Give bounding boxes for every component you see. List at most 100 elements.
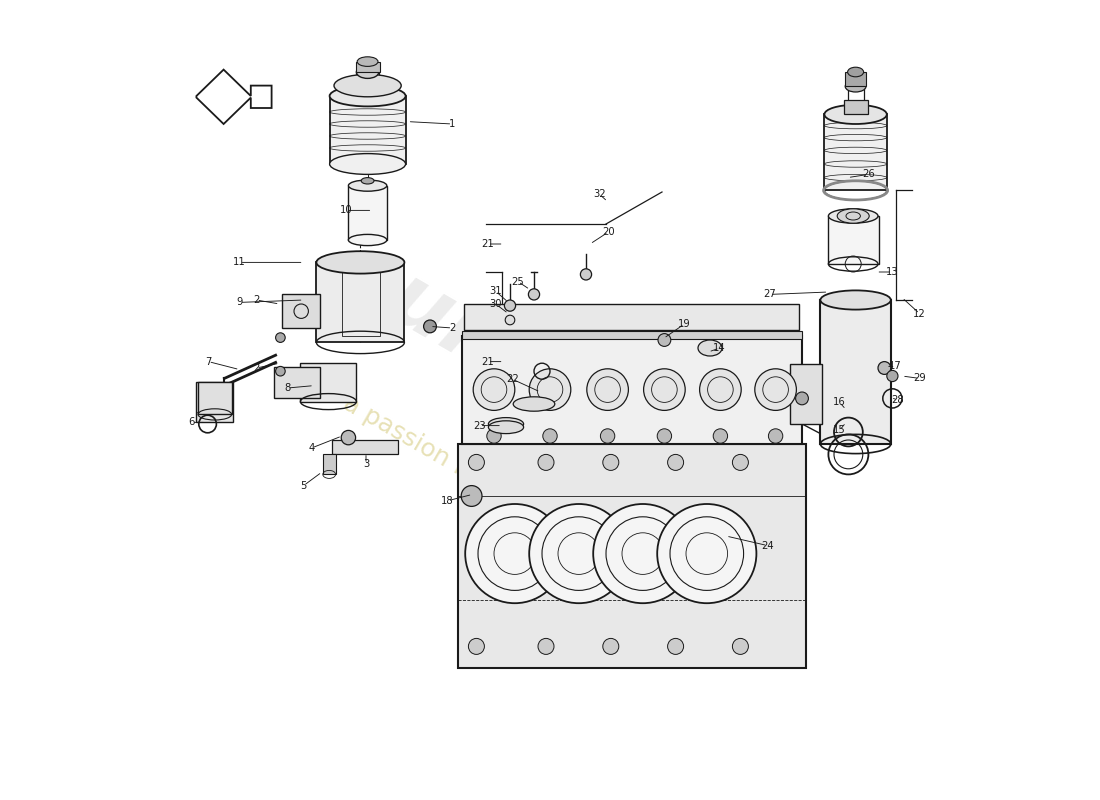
Circle shape: [644, 369, 685, 410]
Text: 21: 21: [481, 357, 494, 366]
Bar: [322, 454, 335, 474]
Ellipse shape: [828, 209, 878, 223]
Circle shape: [465, 504, 564, 603]
Circle shape: [887, 370, 898, 382]
Ellipse shape: [848, 67, 864, 77]
Text: a passion for performance since 1985: a passion for performance since 1985: [339, 391, 761, 649]
Circle shape: [538, 638, 554, 654]
Circle shape: [713, 429, 727, 443]
Bar: [824, 114, 887, 190]
Circle shape: [528, 289, 540, 300]
Circle shape: [878, 362, 891, 374]
Circle shape: [276, 333, 285, 342]
Circle shape: [769, 429, 783, 443]
Ellipse shape: [349, 234, 387, 246]
Text: 21: 21: [481, 239, 494, 249]
Text: 15: 15: [833, 426, 846, 435]
Bar: [828, 216, 879, 264]
Ellipse shape: [514, 397, 554, 411]
Circle shape: [586, 369, 628, 410]
Text: 1: 1: [449, 119, 455, 129]
Bar: [282, 294, 320, 328]
Circle shape: [593, 504, 692, 603]
Bar: [198, 382, 232, 414]
Circle shape: [424, 320, 437, 333]
Text: 24: 24: [761, 541, 774, 550]
Text: 4: 4: [308, 443, 315, 453]
Bar: [332, 440, 398, 454]
Circle shape: [733, 638, 748, 654]
Ellipse shape: [361, 178, 374, 184]
Bar: [462, 336, 802, 444]
Bar: [821, 300, 891, 444]
Circle shape: [461, 486, 482, 506]
Bar: [274, 367, 320, 398]
Circle shape: [505, 300, 516, 311]
Ellipse shape: [845, 81, 866, 92]
Text: 10: 10: [340, 206, 352, 215]
Text: 18: 18: [441, 496, 454, 506]
Circle shape: [700, 369, 741, 410]
Bar: [330, 96, 406, 164]
Text: 6: 6: [188, 418, 195, 427]
Bar: [300, 363, 356, 402]
Text: 5: 5: [300, 481, 307, 490]
Circle shape: [276, 366, 285, 376]
Circle shape: [657, 504, 757, 603]
Text: 23: 23: [473, 421, 486, 430]
Circle shape: [668, 454, 683, 470]
Text: 26: 26: [862, 170, 874, 179]
Ellipse shape: [488, 418, 524, 430]
Circle shape: [603, 454, 619, 470]
Ellipse shape: [334, 74, 402, 97]
Bar: [462, 331, 802, 339]
Ellipse shape: [821, 290, 891, 310]
Circle shape: [529, 504, 628, 603]
Text: europarts: europarts: [323, 229, 777, 539]
Text: 12: 12: [913, 309, 926, 318]
Text: 16: 16: [833, 398, 846, 407]
Circle shape: [469, 638, 484, 654]
Bar: [464, 304, 799, 330]
Circle shape: [668, 638, 683, 654]
Circle shape: [657, 429, 672, 443]
Circle shape: [601, 429, 615, 443]
Circle shape: [487, 429, 502, 443]
Text: 2: 2: [253, 295, 260, 305]
Circle shape: [529, 369, 571, 410]
Text: 3: 3: [363, 459, 370, 469]
Text: 29: 29: [913, 374, 926, 383]
Text: 2: 2: [449, 323, 455, 333]
Circle shape: [505, 315, 515, 325]
Bar: [317, 262, 405, 342]
Circle shape: [341, 430, 355, 445]
Ellipse shape: [824, 105, 887, 124]
Text: 31: 31: [490, 286, 502, 296]
Circle shape: [795, 392, 808, 405]
Text: 19: 19: [678, 319, 691, 329]
Polygon shape: [458, 444, 806, 668]
Bar: [349, 186, 387, 240]
Text: 32: 32: [593, 190, 606, 199]
Ellipse shape: [837, 209, 869, 223]
Text: 17: 17: [889, 362, 902, 371]
Text: 11: 11: [233, 258, 246, 267]
Circle shape: [733, 454, 748, 470]
Ellipse shape: [488, 421, 524, 434]
Circle shape: [658, 334, 671, 346]
Text: 9: 9: [236, 298, 243, 307]
Circle shape: [581, 269, 592, 280]
Ellipse shape: [356, 66, 378, 78]
Circle shape: [542, 429, 558, 443]
Text: 30: 30: [490, 299, 502, 309]
Text: 7: 7: [206, 357, 211, 366]
Text: 28: 28: [892, 395, 904, 405]
Ellipse shape: [317, 251, 405, 274]
Circle shape: [755, 369, 796, 410]
Circle shape: [469, 454, 484, 470]
Text: 2: 2: [253, 363, 260, 373]
Text: 22: 22: [506, 374, 519, 384]
Bar: [197, 382, 233, 422]
Ellipse shape: [698, 340, 722, 356]
Text: 25: 25: [512, 277, 525, 286]
